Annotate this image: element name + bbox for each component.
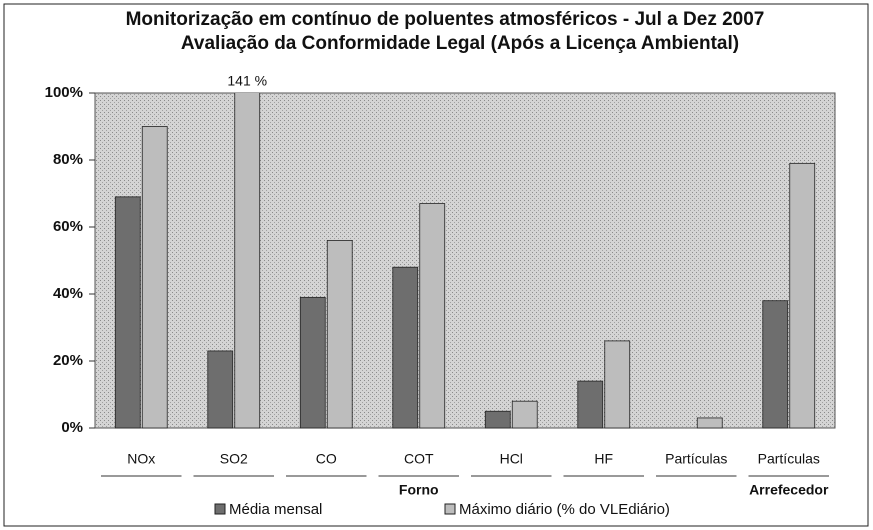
bar: [114, 196, 141, 429]
bar: [789, 162, 816, 429]
legend-swatch: [214, 503, 226, 515]
bar: [577, 380, 604, 429]
group-label: Arrefecedor: [749, 482, 829, 498]
bar: [207, 350, 234, 429]
bar: [484, 410, 511, 429]
frame: [3, 3, 869, 527]
bar: [604, 340, 631, 429]
legend-swatch: [444, 503, 456, 515]
x-tick-label: SO2: [220, 451, 248, 467]
bar: [326, 239, 353, 429]
x-tick-label: Partículas: [665, 451, 727, 467]
chart-title: Monitorização em contínuo de poluentes a…: [126, 9, 765, 30]
bar: [299, 296, 326, 429]
x-tick-label: CO: [316, 451, 337, 467]
bar: [392, 266, 419, 429]
bar: [511, 400, 538, 429]
x-tick-label: Partículas: [758, 451, 820, 467]
y-tick-label: 100%: [45, 84, 83, 101]
bar: [696, 417, 723, 429]
bar: [234, 93, 261, 429]
chart-subtitle: Avaliação da Conformidade Legal (Após a …: [181, 33, 739, 54]
y-tick-label: 40%: [53, 285, 83, 302]
bar: [419, 203, 446, 429]
y-tick-label: 20%: [53, 352, 83, 369]
x-tick-label: HF: [594, 451, 613, 467]
plot-area: [94, 92, 836, 429]
legend-label: Máximo diário (% do VLEdiário): [459, 501, 670, 518]
x-tick-label: HCl: [500, 451, 523, 467]
bar: [141, 126, 168, 429]
y-tick-label: 0%: [61, 419, 83, 436]
legend-label: Média mensal: [229, 501, 322, 518]
value-label: 141 %: [227, 73, 267, 89]
x-tick-label: NOx: [127, 451, 155, 467]
y-tick-label: 80%: [53, 151, 83, 168]
group-label: Forno: [399, 482, 439, 498]
bars: [114, 93, 816, 429]
bar: [762, 300, 789, 429]
y-tick-label: 60%: [53, 218, 83, 235]
x-tick-label: COT: [404, 451, 434, 467]
